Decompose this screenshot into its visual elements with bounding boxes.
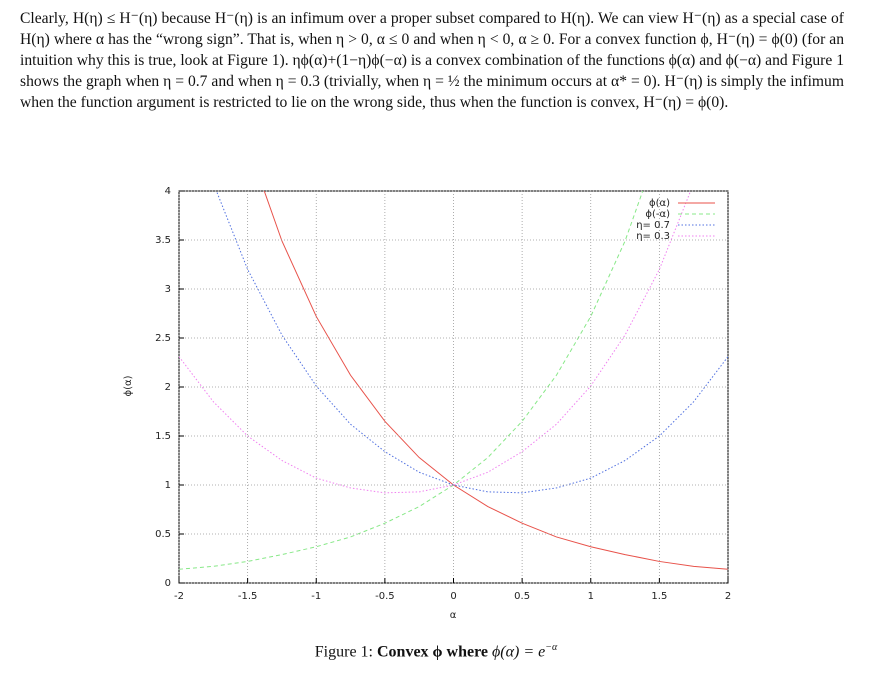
caption: Figure 1: Convex ϕ where ϕ(α) = e−α [0,642,872,661]
x-tick-label: 0.5 [514,591,530,602]
y-tick-label: 2 [165,382,171,393]
x-axis-label: α [450,610,457,621]
x-tick-label: -2 [174,591,184,602]
caption-bold: Convex ϕ where [376,643,488,661]
legend-label: ϕ(-α) [645,209,670,220]
y-tick-label: 3.5 [155,235,171,246]
y-tick-label: 4 [165,186,171,197]
x-tick-label: -1.5 [238,591,258,602]
x-tick-label: 0 [450,591,456,602]
x-tick-label: 1 [588,591,594,602]
line-series [179,191,692,494]
y-tick-label: 0 [165,578,171,589]
y-tick-label: 0.5 [155,529,171,540]
x-tick-label: -0.5 [375,591,395,602]
caption-label: Figure 1: [314,643,373,661]
x-tick-label: 1.5 [651,591,667,602]
paragraph: Clearly, H(η) ≤ H⁻(η) because H⁻(η) is a… [20,10,844,111]
y-tick-label: 1 [165,480,171,491]
y-tick-label: 1.5 [155,431,171,442]
y-tick-label: 3 [165,284,171,295]
y-tick-label: 2.5 [155,333,171,344]
line-series [215,191,728,494]
legend-label: η= 0.7 [636,220,670,231]
y-axis-label: ϕ(α) [123,375,134,396]
x-tick-label: 2 [725,591,731,602]
legend-label: ϕ(α) [649,198,670,209]
caption-sup: −α [545,642,558,653]
caption-math: ϕ(α) = e [492,643,546,661]
legend-label: η= 0.3 [636,231,670,242]
x-tick-label: -1 [311,591,321,602]
